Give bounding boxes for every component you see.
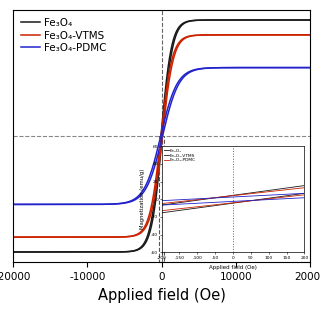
Fe₃O₄-VTMS xyxy=(125,235,129,239)
Fe₃O₄ xyxy=(138,246,142,250)
Fe₃O₄-VTMS xyxy=(271,33,275,37)
Fe₃O₄-PDMC xyxy=(125,200,129,204)
Fe₃O₄-PDMC xyxy=(138,193,142,196)
Fe₃O₄ xyxy=(271,18,275,22)
Fe₃O₄-PDMC xyxy=(308,66,312,69)
Fe₃O₄ xyxy=(62,250,66,254)
Line: Fe₃O₄-PDMC: Fe₃O₄-PDMC xyxy=(13,68,310,204)
Fe₃O₄ xyxy=(11,250,15,254)
Fe₃O₄-VTMS xyxy=(138,231,142,235)
Fe₃O₄-VTMS xyxy=(308,33,312,37)
Fe₃O₄-PDMC xyxy=(45,203,49,206)
Fe₃O₄ xyxy=(125,250,129,253)
Fe₃O₄-PDMC xyxy=(303,66,307,69)
X-axis label: Applied field (Oe): Applied field (Oe) xyxy=(98,288,226,303)
Fe₃O₄-PDMC xyxy=(11,203,15,206)
Legend: Fe₃O₄, Fe₃O₄-VTMS, Fe₃O₄-PDMC: Fe₃O₄, Fe₃O₄-VTMS, Fe₃O₄-PDMC xyxy=(18,15,110,56)
Fe₃O₄-VTMS xyxy=(62,235,66,239)
Fe₃O₄-PDMC xyxy=(62,203,66,206)
Line: Fe₃O₄: Fe₃O₄ xyxy=(13,20,310,252)
Fe₃O₄-VTMS xyxy=(11,235,15,239)
Bar xyxy=(159,136,164,262)
Fe₃O₄ xyxy=(45,250,49,254)
Line: Fe₃O₄-VTMS: Fe₃O₄-VTMS xyxy=(13,35,310,237)
Fe₃O₄-VTMS xyxy=(303,33,307,37)
Fe₃O₄ xyxy=(303,18,307,22)
Fe₃O₄-VTMS xyxy=(45,235,49,239)
Fe₃O₄-PDMC xyxy=(271,66,275,69)
Fe₃O₄ xyxy=(308,18,312,22)
